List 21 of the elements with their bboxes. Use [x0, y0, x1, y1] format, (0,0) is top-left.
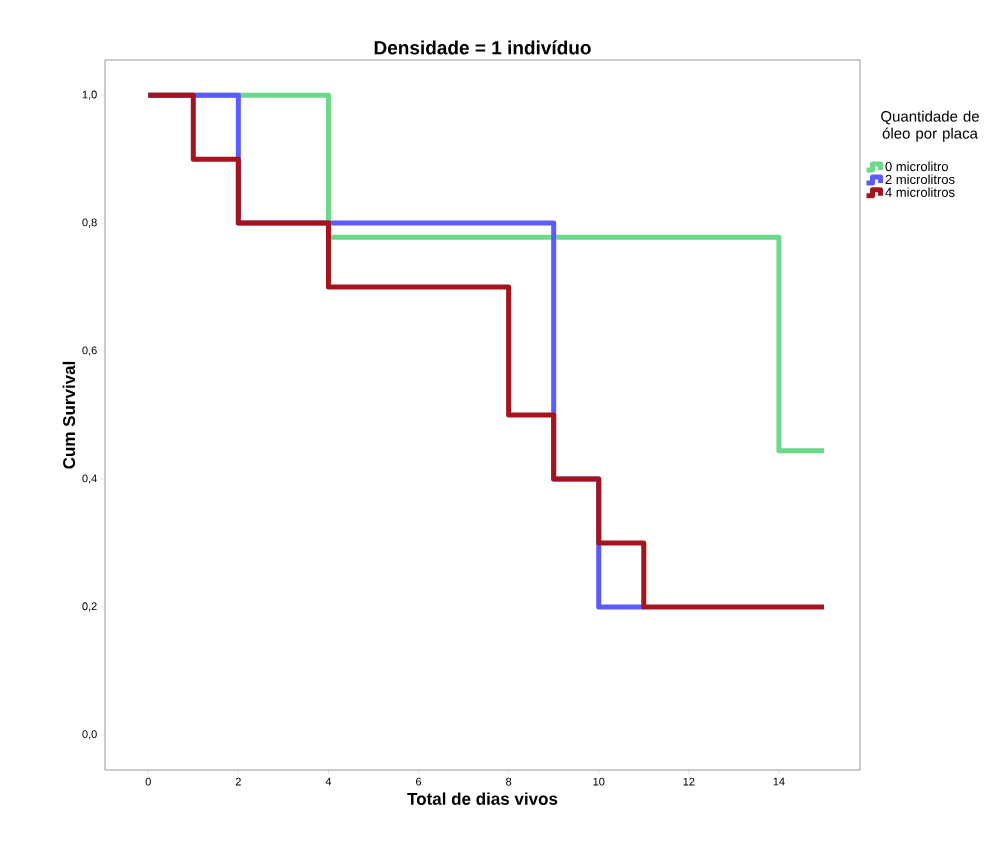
- y-tick-label: 1,0: [82, 90, 97, 100]
- y-tick-label: 0,6: [82, 346, 97, 356]
- x-tick-label: 2: [235, 777, 241, 786]
- x-tick-label: 4: [325, 777, 332, 786]
- y-tick-label: 0,4: [82, 474, 97, 484]
- x-tick-label: 8: [506, 777, 512, 786]
- y-tick-label: 0,8: [82, 218, 97, 228]
- x-tick-label: 12: [683, 777, 695, 786]
- legend-label: 2 microlitros: [885, 174, 955, 185]
- chart-title: Densidade = 1 indivíduo: [374, 40, 591, 55]
- y-tick-label: 0,0: [82, 730, 97, 740]
- x-tick-label: 0: [145, 777, 151, 786]
- legend-label: 4 microlitros: [885, 187, 955, 197]
- legend-title: Quantidade de óleo por placa: [881, 110, 979, 142]
- x-tick-label: 10: [593, 777, 605, 786]
- x-tick-label: 6: [416, 777, 422, 786]
- y-axis-title: Cum Survival: [62, 361, 76, 469]
- y-tick-label: 0,2: [82, 602, 97, 612]
- x-tick-label: 14: [773, 777, 785, 786]
- x-axis-title: Total de dias vivos: [407, 792, 558, 805]
- legend-label: 0 microlitro: [885, 161, 948, 172]
